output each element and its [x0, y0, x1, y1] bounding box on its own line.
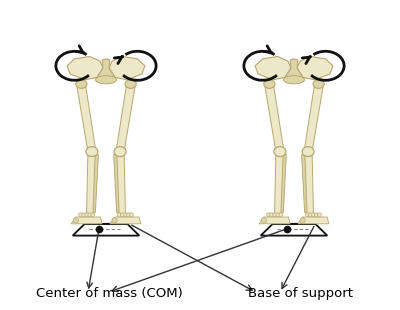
Ellipse shape [315, 213, 318, 217]
Polygon shape [73, 224, 139, 236]
Ellipse shape [274, 147, 286, 157]
Polygon shape [110, 217, 141, 224]
Polygon shape [67, 56, 103, 80]
Ellipse shape [127, 213, 130, 217]
Ellipse shape [270, 213, 273, 217]
Ellipse shape [85, 213, 88, 217]
Polygon shape [285, 59, 303, 82]
Ellipse shape [308, 213, 312, 217]
Ellipse shape [318, 213, 321, 217]
Ellipse shape [306, 213, 309, 217]
Polygon shape [116, 152, 126, 214]
Polygon shape [274, 152, 284, 214]
Polygon shape [298, 217, 329, 224]
Polygon shape [109, 56, 145, 80]
Polygon shape [304, 152, 314, 214]
Polygon shape [297, 56, 333, 80]
Ellipse shape [273, 213, 276, 217]
Ellipse shape [118, 213, 121, 217]
Polygon shape [97, 59, 115, 82]
Ellipse shape [284, 76, 304, 84]
Text: Base of support: Base of support [248, 287, 353, 300]
Ellipse shape [125, 80, 136, 88]
Polygon shape [265, 86, 284, 152]
Ellipse shape [130, 213, 133, 217]
Ellipse shape [114, 147, 126, 157]
Polygon shape [71, 217, 102, 224]
Ellipse shape [261, 218, 266, 223]
Ellipse shape [82, 213, 85, 217]
Ellipse shape [302, 147, 314, 157]
Polygon shape [259, 217, 290, 224]
Ellipse shape [300, 218, 305, 223]
Ellipse shape [313, 80, 324, 88]
Polygon shape [116, 86, 135, 152]
Ellipse shape [73, 218, 78, 223]
Polygon shape [114, 155, 119, 212]
Polygon shape [255, 56, 291, 80]
Ellipse shape [279, 213, 282, 217]
Ellipse shape [76, 80, 87, 88]
Ellipse shape [86, 147, 98, 157]
Ellipse shape [267, 213, 270, 217]
Ellipse shape [112, 218, 117, 223]
Ellipse shape [79, 213, 82, 217]
Polygon shape [281, 155, 286, 212]
Text: Center of mass (COM): Center of mass (COM) [36, 287, 183, 300]
Ellipse shape [264, 80, 275, 88]
Ellipse shape [124, 213, 127, 217]
Ellipse shape [120, 213, 124, 217]
Ellipse shape [276, 213, 280, 217]
Polygon shape [77, 86, 96, 152]
Ellipse shape [91, 213, 94, 217]
Polygon shape [261, 224, 327, 236]
Polygon shape [304, 86, 323, 152]
Ellipse shape [96, 76, 116, 84]
Ellipse shape [312, 213, 315, 217]
Polygon shape [86, 152, 96, 214]
Polygon shape [302, 155, 307, 212]
Ellipse shape [88, 213, 92, 217]
Polygon shape [93, 155, 98, 212]
